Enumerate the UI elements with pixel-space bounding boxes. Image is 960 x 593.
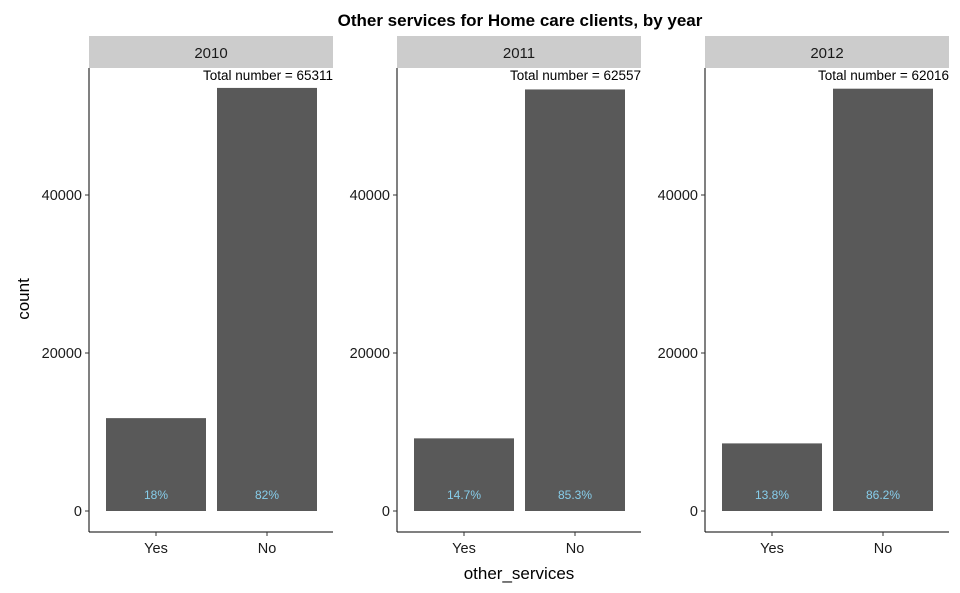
y-axis-title: count [14,278,33,320]
bar-no [833,88,933,512]
x-tick-label: Yes [760,541,784,557]
facet-panel-2012: 2012 0 20000 40000 13.8% Yes 86.2% No Total numb… [658,36,949,557]
facet-strip [89,36,333,68]
facet-panel-2011: 2011 0 20000 40000 14.7% Yes 85.3% No Total numb… [350,36,641,557]
bar-no [217,87,317,511]
x-tick-label: No [258,541,277,557]
y-tick-label: 0 [690,504,698,520]
y-tick-label: 20000 [42,346,82,362]
bar-no [525,89,625,512]
chart-title: Other services for Home care clients, by… [338,11,703,30]
x-tick-label: No [566,541,585,557]
y-tick-label: 0 [382,504,390,520]
x-axis-title: other_services [464,564,575,583]
percent-label: 18% [144,488,168,502]
facet-panel-2010: 2010 0 20000 40000 18% Yes 82% No Total number =… [42,36,333,557]
x-tick-label: Yes [452,541,476,557]
y-tick-label: 0 [74,504,82,520]
facet-strip [705,36,949,68]
percent-label: 14.7% [447,488,481,502]
total-number-label: Total number = 62016 [818,68,949,83]
facet-strip-label: 2010 [194,45,227,62]
y-tick-label: 40000 [658,188,698,204]
percent-label: 82% [255,488,279,502]
facet-strip-label: 2011 [503,45,535,62]
bar-yes [414,438,514,511]
x-tick-label: Yes [144,541,168,557]
facet-panels: 2010 0 20000 40000 18% Yes 82% No Total number =… [42,36,949,557]
percent-label: 13.8% [755,488,789,502]
y-tick-label: 40000 [42,188,82,204]
percent-label: 86.2% [866,488,900,502]
y-tick-label: 20000 [350,346,390,362]
percent-label: 85.3% [558,488,592,502]
y-tick-label: 40000 [350,188,390,204]
facet-strip-label: 2012 [810,45,843,62]
bar-yes [722,443,822,511]
y-tick-label: 20000 [658,346,698,362]
bar-yes [106,418,206,511]
facet-strip [397,36,641,68]
total-number-label: Total number = 62557 [510,68,641,83]
x-tick-label: No [874,541,893,557]
total-number-label: Total number = 65311 [203,68,333,83]
